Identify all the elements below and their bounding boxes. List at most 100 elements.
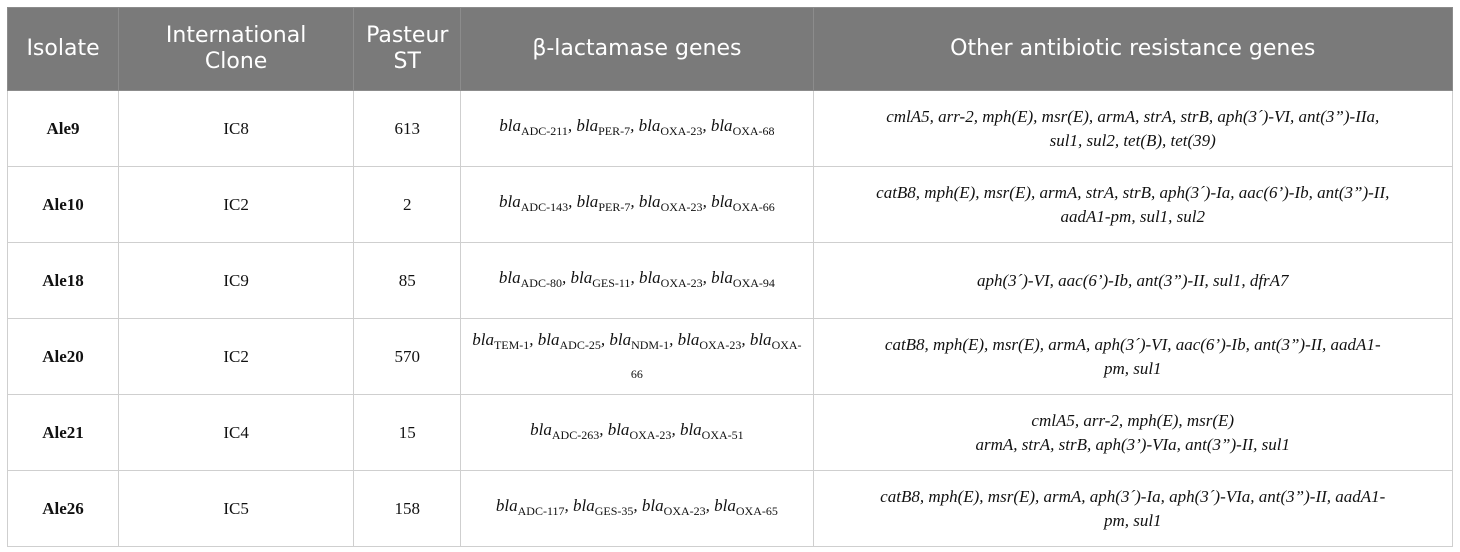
st-cell: 570 — [353, 318, 462, 395]
other-genes-line1: catB8, mph(E), msr(E), armA, strA, strB,… — [876, 182, 1390, 202]
gene-variant: OXA-51 — [701, 428, 744, 442]
header-clone-line1: International — [165, 23, 307, 48]
gene-variant: ADC-25 — [559, 337, 601, 352]
table-body: Ale9 IC8 613 blaADC-211, blaPER-7, blaOXA-2… — [6, 90, 1454, 547]
other-genes-line1: cmlA5, arr-2, mph(E), msr(E) — [1031, 410, 1235, 430]
beta-lactamase-cell: blaADC-117, blaGES-35, blaOXA-23, blaOXA… — [460, 470, 814, 547]
gene-variant: OXA-23 — [663, 504, 706, 518]
other-genes-cell: cmlA5, arr-2, mph(E), msr(E) armA, strA, … — [812, 394, 1454, 471]
table-row: Ale9 IC8 613 blaADC-211, blaPER-7, blaOXA-2… — [6, 90, 1454, 167]
gene-name: bla — [530, 420, 552, 439]
gene-name: bla — [711, 268, 733, 287]
gene-name: bla — [711, 192, 733, 211]
gene-separator: , — [671, 420, 680, 439]
gene-name: bla — [638, 116, 661, 135]
other-genes-cell: catB8, mph(E), msr(E), armA, strA, strB,… — [812, 166, 1454, 243]
gene-variant: GES-35 — [594, 504, 634, 518]
gene-separator: , — [561, 268, 571, 287]
st-cell: 15 — [353, 394, 462, 471]
table-row: Ale18 IC9 85 blaADC-80, blaGES-11, blaOXA-2… — [6, 242, 1454, 319]
header-clone-line2: Clone — [204, 49, 268, 74]
other-genes-line1: catB8, mph(E), msr(E), armA, aph(3´)-Ia,… — [880, 486, 1386, 506]
other-genes-line2: sul1, sul2, tet(B), tet(39) — [1049, 130, 1216, 150]
gene-name: bla — [499, 192, 521, 211]
beta-lactamase-cell: blaADC-211, blaPER-7, blaOXA-23, blaOXA-… — [460, 90, 814, 167]
gene-variant: OXA-66 — [732, 200, 775, 214]
other-genes-line2: aadA1-pm, sul1, sul2 — [1060, 206, 1206, 226]
beta-lactamase-cell: blaADC-143, blaPER-7, blaOXA-23, blaOXA-… — [460, 166, 814, 243]
other-genes-cell: catB8, mph(E), msr(E), armA, aph(3´)-Ia,… — [812, 470, 1454, 547]
gene-name: bla — [677, 329, 700, 349]
gene-name: bla — [495, 496, 518, 515]
st-cell: 613 — [353, 90, 462, 167]
gene-name: bla — [498, 268, 521, 287]
other-genes-line2: pm, sul1 — [1103, 358, 1162, 378]
clone-cell: IC4 — [118, 394, 355, 471]
gene-variant: PER-7 — [598, 124, 631, 138]
gene-variant: OXA-23 — [660, 124, 703, 138]
clone-cell: IC8 — [118, 90, 355, 167]
header-isolate: Isolate — [6, 7, 120, 91]
gene-variant: ADC-263 — [551, 428, 600, 442]
header-row: Isolate International Clone Pasteur ST β-l… — [6, 7, 1454, 91]
clone-cell: IC2 — [118, 166, 355, 243]
other-genes-line2: pm, sul1 — [1103, 510, 1162, 530]
gene-variant: ADC-117 — [517, 504, 565, 518]
gene-variant: OXA-23 — [629, 428, 672, 442]
gene-separator: , — [669, 329, 678, 349]
gene-variant: TEM-1 — [493, 337, 530, 352]
gene-variant: OXA-68 — [732, 124, 775, 138]
gene-variant: OXA-23 — [660, 276, 703, 290]
other-genes-line2: armA, strA, strB, aph(3’)-VIa, ant(3”)-I… — [975, 434, 1290, 454]
beta-lactamase-cell: blaADC-263, blaOXA-23, blaOXA-51 — [460, 394, 814, 471]
gene-name: bla — [679, 420, 702, 439]
header-other-resistance-genes: Other antibiotic resistance genes — [812, 7, 1454, 91]
gene-separator: , — [633, 496, 642, 515]
header-st-line2: ST — [393, 49, 421, 74]
beta-lactamase-cell: blaTEM-1, blaADC-25, blaNDM-1, blaOXA-23… — [460, 318, 814, 395]
gene-separator: , — [630, 192, 639, 211]
header-st-line1: Pasteur — [366, 23, 449, 48]
gene-name: bla — [573, 496, 595, 515]
gene-separator: , — [705, 496, 715, 515]
gene-separator: , — [529, 329, 538, 349]
header-pasteur-st: Pasteur ST — [353, 7, 462, 91]
gene-separator: , — [630, 268, 639, 287]
table-row: Ale10 IC2 2 blaADC-143, blaPER-7, blaOXA-23… — [6, 166, 1454, 243]
gene-separator: , — [702, 192, 712, 211]
gene-name: bla — [472, 329, 494, 349]
gene-separator: , — [567, 116, 577, 135]
st-cell: 2 — [353, 166, 462, 243]
gene-variant: ADC-80 — [520, 276, 562, 290]
gene-name: bla — [609, 329, 632, 349]
clone-cell: IC5 — [118, 470, 355, 547]
clone-cell: IC9 — [118, 242, 355, 319]
gene-variant: ADC-211 — [520, 124, 568, 138]
other-genes-cell: aph(3´)-VI, aac(6’)-Ib, ant(3”)-II, sul1… — [812, 242, 1454, 319]
gene-variant: OXA-65 — [735, 504, 778, 518]
table-row: Ale20 IC2 570 blaTEM-1, blaADC-25, blaNDM-1… — [6, 318, 1454, 395]
isolate-cell: Ale10 — [6, 166, 120, 243]
table-row: Ale21 IC4 15 blaADC-263, blaOXA-23, blaOXA-… — [6, 394, 1454, 471]
other-genes-line1: cmlA5, arr-2, mph(E), msr(E), armA, strA… — [886, 106, 1380, 126]
isolate-cell: Ale18 — [6, 242, 120, 319]
gene-name: bla — [710, 116, 733, 135]
gene-name: bla — [607, 420, 630, 439]
gene-variant: OXA-94 — [732, 276, 775, 290]
gene-separator: , — [600, 329, 610, 349]
gene-separator: , — [564, 496, 574, 515]
header-beta-lactamase-genes: β-lactamase genes — [460, 7, 814, 91]
other-genes-line1: aph(3´)-VI, aac(6’)-Ib, ant(3”)-II, sul1… — [976, 270, 1289, 290]
gene-name: bla — [714, 496, 736, 515]
gene-name: bla — [576, 192, 599, 211]
gene-variant: NDM-1 — [631, 337, 670, 352]
other-genes-cell: cmlA5, arr-2, mph(E), msr(E), armA, strA… — [812, 90, 1454, 167]
gene-separator: , — [630, 116, 639, 135]
gene-name: bla — [499, 116, 521, 135]
gene-variant: OXA-66 — [630, 337, 802, 381]
st-cell: 158 — [353, 470, 462, 547]
st-cell: 85 — [353, 242, 462, 319]
gene-separator: , — [599, 420, 608, 439]
gene-variant: GES-11 — [592, 276, 631, 290]
isolate-cell: Ale20 — [6, 318, 120, 395]
